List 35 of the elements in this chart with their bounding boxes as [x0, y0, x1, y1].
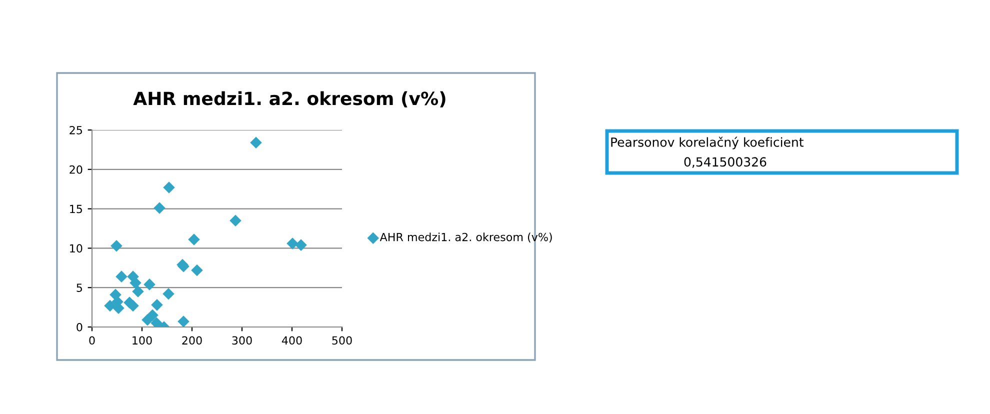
x-tick-label: 100 — [132, 336, 152, 345]
y-tick-label: 0 — [76, 322, 82, 332]
point — [142, 314, 154, 326]
y-tick-label: 10 — [70, 244, 82, 253]
y-tick-label: 25 — [70, 126, 82, 134]
point — [178, 316, 190, 327]
point — [150, 317, 162, 327]
x-tick-label: 0 — [89, 336, 95, 345]
point — [230, 214, 242, 227]
point — [162, 288, 174, 300]
point — [188, 234, 200, 246]
x-tick-label: 400 — [282, 336, 302, 345]
x-tick-label: 500 — [332, 336, 352, 345]
point — [295, 239, 307, 251]
point — [144, 278, 156, 290]
point — [286, 238, 298, 250]
point — [132, 286, 144, 298]
point — [104, 300, 116, 312]
point — [151, 299, 163, 311]
point — [127, 300, 139, 312]
chart-title: AHR medzi1. a2. okresom (v%) — [133, 91, 446, 108]
point — [163, 182, 175, 194]
point — [110, 240, 122, 252]
legend-label: AHR medzi1. a2. okresom (v%) — [380, 232, 552, 243]
x-tick-label: 200 — [182, 336, 202, 345]
x-tick-label: 300 — [232, 336, 252, 345]
point — [154, 202, 166, 214]
text: Pearsonov korelačný koeficient — [611, 136, 804, 150]
text: 0,541500326 — [684, 157, 766, 168]
point — [191, 264, 203, 276]
y-tick-label: 15 — [70, 204, 82, 214]
y-tick-label: 5 — [76, 284, 82, 292]
point — [116, 270, 128, 282]
point — [250, 136, 262, 148]
y-tick-label: 20 — [70, 165, 82, 174]
